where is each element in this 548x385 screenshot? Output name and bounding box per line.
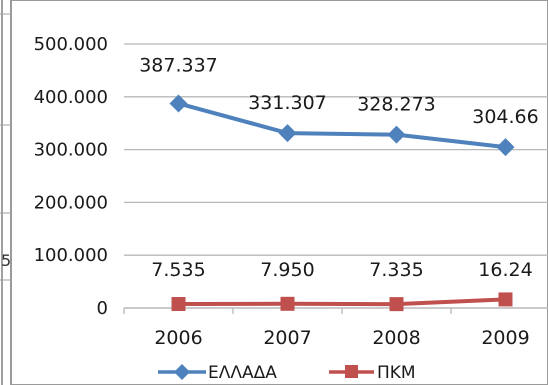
label-layer: 387.337 331.307 328.273 304.66 7.535 7.950 7.3… (139, 54, 539, 281)
data-point-diamond (169, 94, 188, 113)
data-point-diamond (387, 125, 406, 144)
chart-frame (10, 0, 548, 385)
legend-label: ΕΛΛΑΔΑ (208, 363, 277, 383)
legend-diamond-marker (174, 364, 190, 380)
data-label: 331.307 (248, 92, 327, 114)
y-tick-label: 200.000 (34, 192, 108, 213)
x-tick-label: 2008 (372, 327, 420, 349)
x-tick-label: 2006 (154, 327, 202, 349)
series-line (177, 101, 506, 150)
x-tick-label: 2009 (481, 327, 529, 349)
data-point-diamond (496, 138, 515, 157)
data-point-square (498, 292, 513, 307)
legend: ΕΛΛΑΔΑ ΠΚΜ (158, 363, 416, 383)
y-tick-label: 100.000 (34, 245, 108, 266)
legend-label: ΠΚΜ (377, 363, 416, 383)
legend-item-pkm: ΠΚΜ (329, 363, 416, 383)
edge-glyph: 5 (1, 251, 11, 270)
data-label: 387.337 (139, 54, 218, 76)
data-label: 7.535 (151, 259, 205, 281)
x-tick-label: 2007 (263, 327, 311, 349)
data-point-square (280, 296, 295, 311)
data-label: 7.950 (260, 259, 314, 281)
grid-layer (124, 43, 548, 256)
data-point-square (389, 297, 404, 312)
series-line (178, 297, 506, 307)
data-label: 304.66 (472, 106, 538, 128)
y-tick-label: 300.000 (34, 140, 108, 161)
legend-item-ellada: ΕΛΛΑΔΑ (158, 363, 277, 383)
data-label: 7.335 (369, 259, 423, 281)
data-label: 16.24 (478, 259, 532, 281)
data-point-square (171, 297, 186, 312)
axis-layer: 0 100.000 200.000 300.000 400.000 500.000 2006… (34, 34, 548, 349)
y-tick-label: 0 (97, 298, 108, 319)
series-layer (169, 94, 515, 312)
data-label: 328.273 (357, 94, 436, 116)
data-point-diamond (278, 124, 297, 143)
legend-square-marker (345, 365, 358, 378)
y-tick-label: 400.000 (34, 87, 108, 108)
y-tick-label: 500.000 (34, 34, 108, 55)
